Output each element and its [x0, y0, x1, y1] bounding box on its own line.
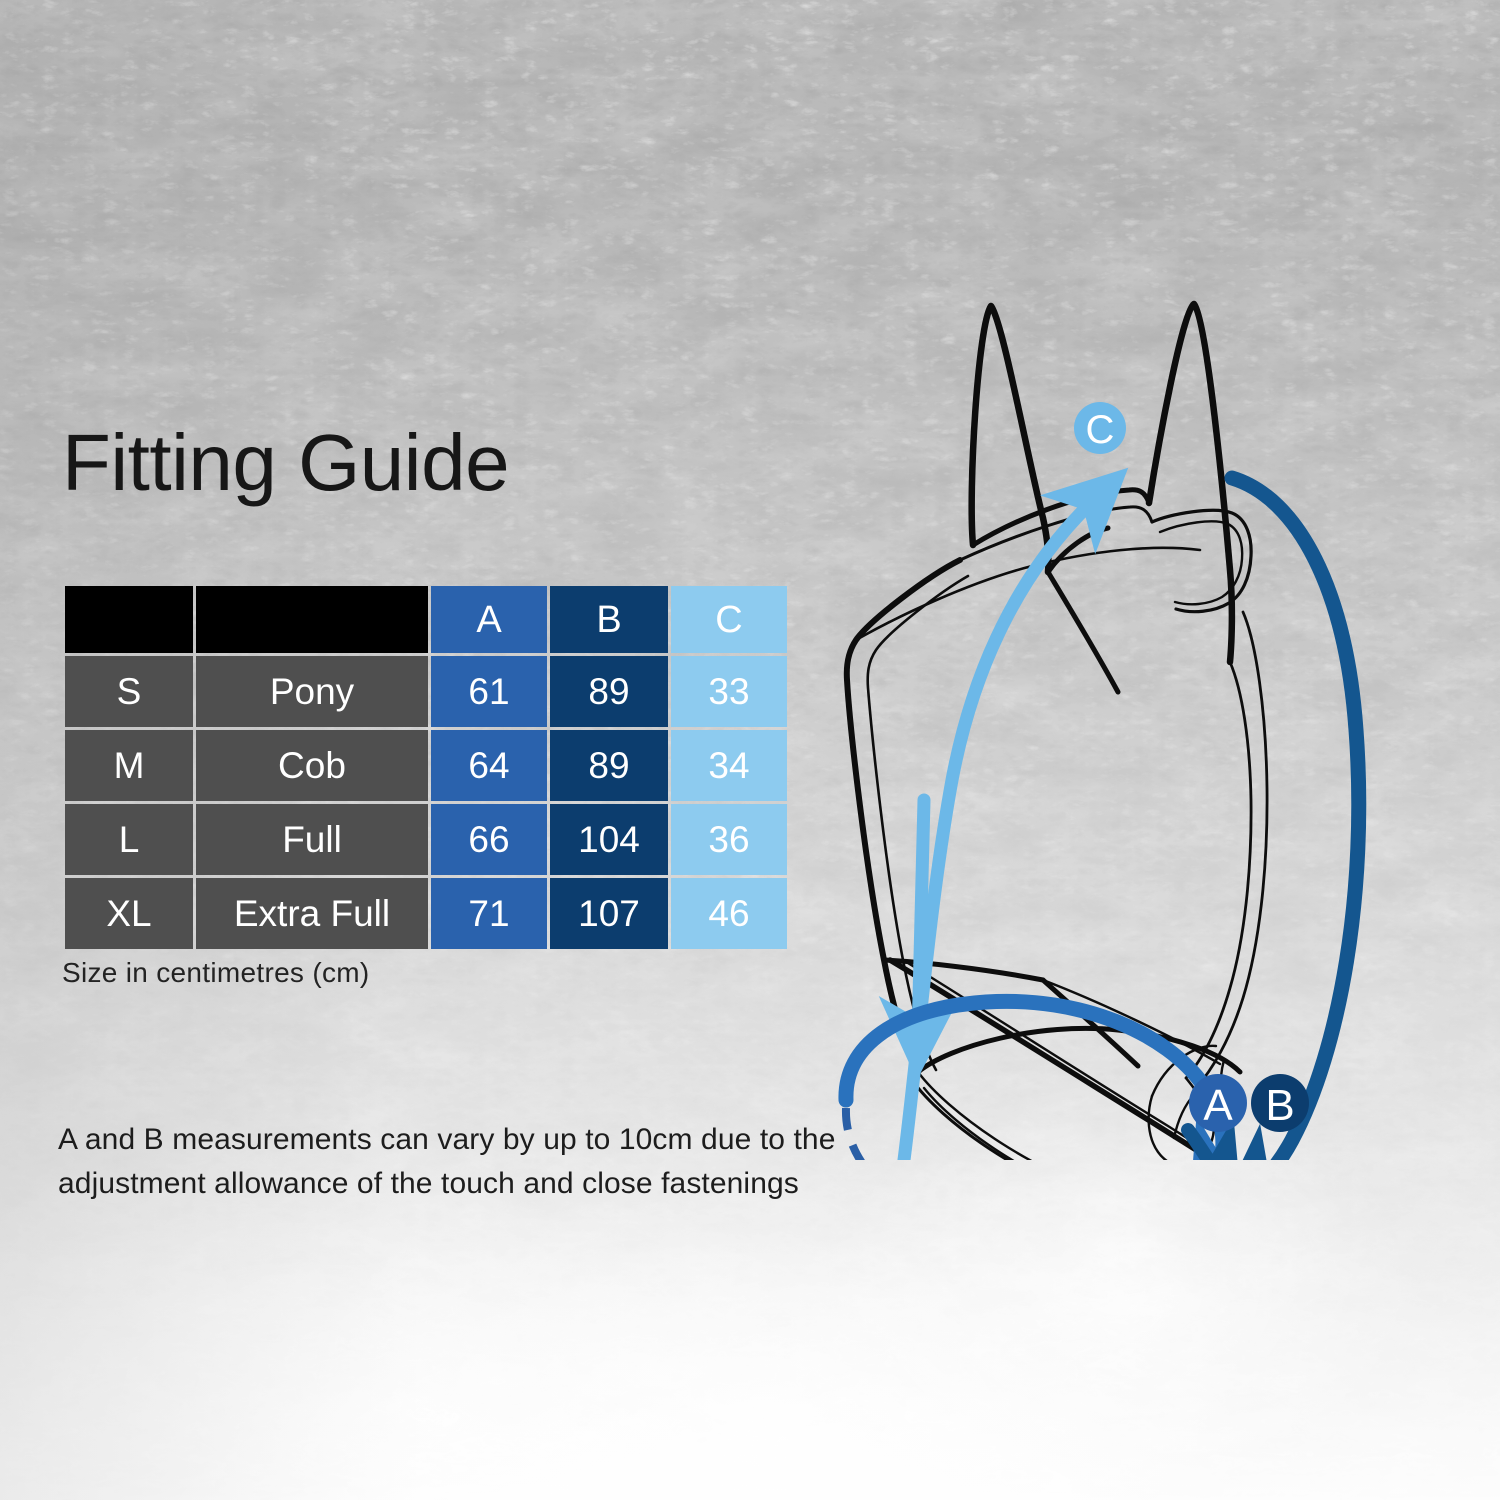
table-row: M Cob 64 89 34	[65, 730, 787, 801]
cell-a: 64	[431, 730, 547, 801]
muzzle-rim-bottom-inner	[922, 1086, 1015, 1160]
body-right-edge	[1184, 660, 1253, 1080]
cell-size: S	[65, 656, 193, 727]
header-cell-blank-2	[196, 586, 428, 653]
mask-outline-artwork	[843, 300, 1269, 1160]
chin-tab-a	[1147, 1094, 1168, 1160]
left-ear-outline	[968, 302, 1052, 576]
table-caption: Size in centimetres (cm)	[62, 957, 370, 988]
table-row: XL Extra Full 71 107 46	[65, 878, 787, 949]
cell-c: 46	[671, 878, 787, 949]
cell-size: M	[65, 730, 193, 801]
table-header-row: A B C	[65, 586, 787, 653]
arrow-b-short-path	[1159, 1117, 1243, 1160]
table-row: S Pony 61 89 33	[65, 656, 787, 727]
ear-pocket-inner	[1158, 520, 1244, 606]
cell-name: Cob	[196, 730, 428, 801]
muzzle-rim-bottom	[910, 1078, 1011, 1160]
marker-ab-group: A B	[1189, 1074, 1309, 1132]
cell-name: Extra Full	[196, 878, 428, 949]
forelock-dart-right	[1045, 569, 1121, 695]
marker-c-circle	[1074, 402, 1126, 454]
cell-name: Pony	[196, 656, 428, 727]
arrow-a-dashed-path	[841, 1107, 866, 1160]
marker-c-label: C	[1086, 408, 1115, 452]
table-row: L Full 66 104 36	[65, 804, 787, 875]
body-left-edge	[843, 557, 963, 1075]
muzzle-rim-mid	[916, 1070, 1033, 1160]
header-cell-blank-1	[65, 586, 193, 653]
cell-b: 104	[550, 804, 668, 875]
page-title: Fitting Guide	[62, 418, 510, 507]
cell-a: 66	[431, 804, 547, 875]
marker-b-label: B	[1265, 1081, 1294, 1130]
lower-panel-seam	[1041, 978, 1222, 1066]
cell-size: XL	[65, 878, 193, 949]
marker-a-label: A	[1203, 1081, 1233, 1130]
fly-mask-diagram: C	[838, 300, 1367, 1160]
header-cell-c: C	[671, 586, 787, 653]
cell-c: 34	[671, 730, 787, 801]
cell-a: 61	[431, 656, 547, 727]
ear-pocket-outer	[1150, 508, 1253, 614]
cell-b: 89	[550, 730, 668, 801]
cell-a: 71	[431, 878, 547, 949]
marker-a-circle	[1189, 1074, 1247, 1132]
marker-c: C	[1074, 402, 1126, 454]
header-cell-b: B	[550, 586, 668, 653]
arrow-b-path	[1214, 470, 1367, 1160]
cell-b: 107	[550, 878, 668, 949]
cell-c: 33	[671, 656, 787, 727]
arrow-c-down-path	[878, 793, 960, 1081]
lower-right-v-seam	[1040, 977, 1141, 1069]
measurement-note: A and B measurements can vary by up to 1…	[58, 1123, 836, 1200]
cell-c: 36	[671, 804, 787, 875]
header-cell-a: A	[431, 586, 547, 653]
cell-b: 89	[550, 656, 668, 727]
lower-left-v-seam	[881, 957, 1046, 983]
body-right-edge-outer	[1194, 610, 1269, 1090]
marker-b-circle	[1251, 1074, 1309, 1132]
size-chart-table: A B C S Pony 61 89 33 M Cob 64 89 34 L	[62, 583, 790, 952]
cell-size: L	[65, 804, 193, 875]
cell-name: Full	[196, 804, 428, 875]
